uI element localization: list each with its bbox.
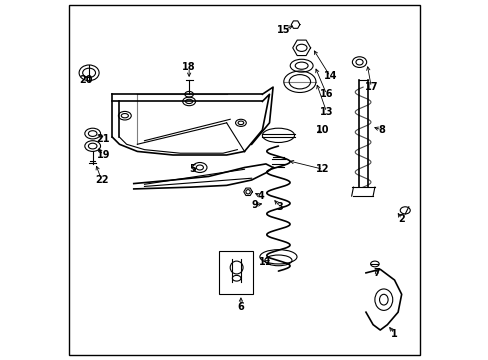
Text: 21: 21	[97, 134, 110, 144]
Text: 13: 13	[319, 107, 333, 117]
Text: 3: 3	[276, 202, 283, 212]
Text: 20: 20	[79, 75, 92, 85]
Text: 7: 7	[372, 268, 379, 278]
Text: 10: 10	[316, 125, 329, 135]
Text: 12: 12	[316, 164, 329, 174]
Text: 2: 2	[398, 214, 404, 224]
Text: 19: 19	[97, 150, 110, 160]
Text: 9: 9	[251, 200, 258, 210]
Text: 6: 6	[237, 302, 244, 312]
Text: 1: 1	[390, 329, 397, 339]
Text: 15: 15	[277, 25, 290, 35]
Text: 8: 8	[378, 125, 385, 135]
Text: 18: 18	[182, 63, 196, 72]
Text: 22: 22	[95, 175, 108, 185]
Text: 11: 11	[259, 257, 272, 267]
Bar	[219, 251, 253, 294]
Text: 5: 5	[189, 164, 196, 174]
Text: 14: 14	[323, 71, 336, 81]
Text: 17: 17	[364, 82, 377, 92]
Text: 16: 16	[319, 89, 333, 99]
Text: 4: 4	[257, 191, 264, 201]
